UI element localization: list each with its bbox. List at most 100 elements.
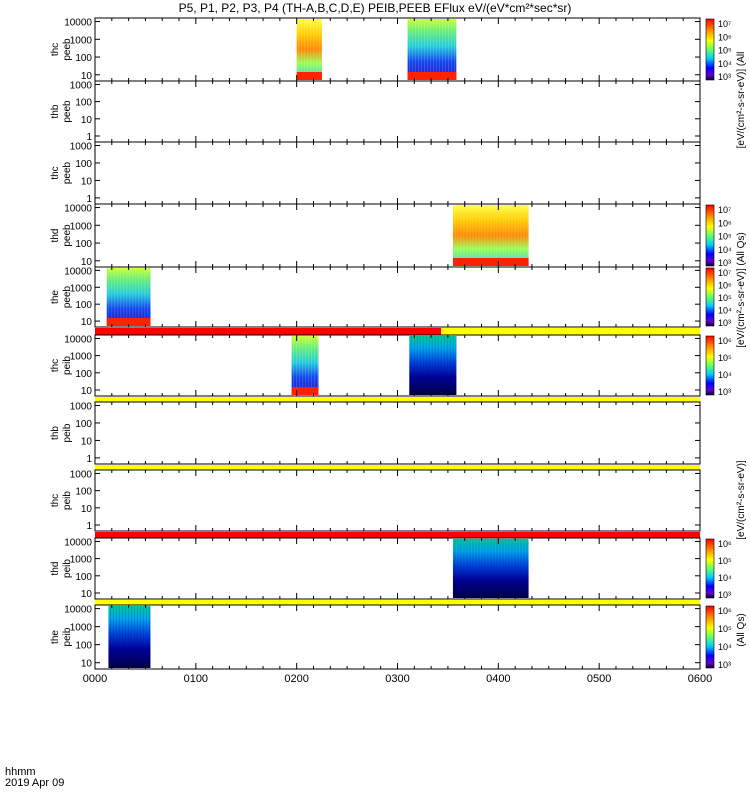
- panel-thd-peeb-colorbar-label: 10⁷: [718, 205, 731, 215]
- panel-thc-peib-probe-label: thc: [50, 494, 61, 507]
- panel-thc-peeb-instrument-label: peeb: [62, 38, 73, 61]
- panel-the-peeb-colorbar: [705, 267, 715, 327]
- panel-the-peib-colorbar: [705, 605, 715, 669]
- panel-thc-peeb-frame: [94, 17, 701, 82]
- panel-thd-peib-colorbar: [705, 538, 715, 599]
- panel-thb-peeb-ytick-label: 10: [81, 115, 93, 126]
- panel-the-peib-colorbar-label: 10⁶: [718, 606, 732, 616]
- x-tick-label: 0300: [385, 673, 409, 685]
- panel-the-peib-ytick-label: 1000: [70, 623, 93, 634]
- mode-bar-5-0: [95, 397, 700, 403]
- page-title: P5, P1, P2, P3, P4 (TH-A,B,C,D,E) PEIB,P…: [178, 1, 572, 15]
- panel-thd-peib-ytick-label: 1000: [70, 555, 93, 566]
- panel-thc-peib-colorbar-label: 10³: [718, 387, 731, 397]
- panel-thc-peeb-frame: [94, 141, 701, 205]
- mode-bar-4-1: [441, 328, 700, 336]
- panel-the-peib-colorbar-label: 10³: [718, 660, 731, 670]
- panel-thc-peeb-ytick-label: 1000: [70, 35, 93, 46]
- panel-thd-peib-ytick-label: 100: [75, 572, 92, 583]
- panel-thd-peeb-colorbar: [705, 204, 715, 267]
- panel-thd-peeb-colorbar-label: 10³: [718, 258, 731, 268]
- panel-the-peeb-block-0: [106, 268, 151, 326]
- panel-thc-peib-ytick-label: 100: [75, 369, 92, 380]
- panel-thc-peeb-colorbar-label: 10³: [718, 72, 731, 82]
- panel-thc-peeb-colorbar-label: 10⁵: [718, 46, 732, 56]
- panel-thd-peeb-frame: [94, 203, 701, 268]
- panel-thc-peeb-colorbar: [705, 18, 715, 81]
- panel-the-peeb-probe-label: the: [50, 290, 61, 304]
- panel-thd-peib-frame: [94, 537, 701, 600]
- panel-thc-peib-block-1: [409, 336, 457, 395]
- panel-thc-peeb-ytick-label: 1: [86, 194, 92, 205]
- x-tick-label: 0500: [587, 673, 611, 685]
- panel-thb-peeb-ytick-label: 100: [75, 98, 92, 109]
- panel-the-peib-colorbar-label: 10⁴: [718, 642, 732, 652]
- panel-thc-peib-ytick-label: 1: [86, 521, 92, 532]
- panel-thd-peib-colorbar-label: 10⁴: [718, 573, 732, 583]
- panel-thd-peib-block-0: [452, 539, 529, 598]
- panel-thc-peeb-block-1: [407, 19, 457, 80]
- colorbar-title-2: [eV/(cm²-s-sr-eV)] (All Qs): [736, 232, 747, 348]
- panel-thd-peib-ytick-label: 10: [81, 589, 93, 600]
- panel-thc-peib-low-energy-band: [291, 387, 319, 395]
- panel-thb-peib-ytick-label: 1000: [70, 401, 93, 412]
- panel-thc-peeb-low-energy-band: [296, 72, 322, 80]
- panel-thc-peib-probe-label: thc: [50, 359, 61, 372]
- panel-thc-peib-frame: [94, 334, 701, 397]
- panel-the-peeb-low-energy-band: [106, 318, 151, 326]
- panel-thb-peeb-instrument-label: peeb: [62, 100, 73, 123]
- panel-thc-peib-ytick-label: 1000: [70, 469, 93, 480]
- panel-thc-peib-colorbar-label: 10⁴: [718, 370, 732, 380]
- panel-the-peeb-colorbar-label: 10³: [718, 318, 731, 328]
- panel-thc-peeb-ytick-label: 10: [81, 176, 93, 187]
- panel-thb-peeb-ytick-label: 1000: [70, 80, 93, 91]
- x-tick-label: 0000: [83, 673, 107, 685]
- panel-thd-peib-instrument-label: peib: [62, 559, 73, 578]
- panel-thb-peib-ytick-label: 1: [86, 454, 92, 465]
- panel-thd-peeb-colorbar-label: 10⁴: [718, 245, 732, 255]
- panel-the-peib-ytick-label: 10000: [64, 605, 92, 616]
- panel-the-peeb-frame: [94, 266, 701, 328]
- panel-the-peib-probe-label: the: [50, 630, 61, 644]
- panel-thc-peib-ytick-label: 10: [81, 504, 93, 515]
- panel-thd-peib-ytick-label: 10000: [64, 537, 92, 548]
- panel-thb-peib-probe-label: thb: [50, 426, 61, 440]
- panel-thc-peib-instrument-label: peib: [62, 491, 73, 510]
- panel-the-peeb-ytick-label: 1000: [70, 283, 93, 294]
- panel-thb-peib-frame: [94, 401, 701, 465]
- panel-thc-peeb-ytick-label: 100: [75, 159, 92, 170]
- panel-thd-peib-probe-label: thd: [50, 562, 61, 576]
- panel-the-peib-instrument-label: peib: [62, 627, 73, 646]
- panel-thc-peeb-ytick-label: 10: [81, 71, 93, 82]
- panel-thc-peeb-colorbar-label: 10⁶: [718, 32, 732, 42]
- panel-thb-peib-instrument-label: peib: [62, 423, 73, 442]
- panel-the-peib-frame: [94, 604, 701, 670]
- panel-the-peib-colorbar-label: 10⁵: [718, 624, 732, 634]
- panel-thc-peeb-low-energy-band: [407, 72, 457, 80]
- panel-the-peeb-colorbar-label: 10⁷: [718, 268, 731, 278]
- panel-thc-peeb-probe-label: thc: [50, 166, 61, 179]
- x-axis-label: hhmm: [5, 766, 36, 778]
- panel-thb-peeb-probe-label: thb: [50, 104, 61, 118]
- panel-thc-peib-colorbar-label: 10⁶: [718, 336, 732, 346]
- panel-thc-peib-ytick-label: 100: [75, 487, 92, 498]
- panel-the-peeb-ytick-label: 10: [81, 317, 93, 328]
- panel-thc-peeb-ytick-label: 1000: [70, 141, 93, 152]
- x-axis-date: 2019 Apr 09: [5, 777, 65, 789]
- panel-thd-peeb-ytick-label: 1000: [70, 221, 93, 232]
- panel-thd-peeb-block-0: [452, 205, 529, 266]
- mode-bar-4-0: [95, 328, 442, 336]
- panel-the-peeb-colorbar-label: 10⁴: [718, 306, 732, 316]
- panel-thc-peib-ytick-label: 1000: [70, 352, 93, 363]
- x-tick-label: 0400: [486, 673, 510, 685]
- x-tick-label: 0100: [184, 673, 208, 685]
- mode-bar-8-0: [95, 600, 700, 606]
- panel-thc-peib-ytick-label: 10000: [64, 334, 92, 345]
- panel-thd-peeb-colorbar-label: 10⁵: [718, 232, 732, 242]
- panel-the-peib-ytick-label: 10: [81, 659, 93, 670]
- panel-thc-peib-colorbar: [705, 335, 715, 396]
- panel-thc-peib-frame: [94, 469, 701, 532]
- panel-thc-peib-instrument-label: peib: [62, 356, 73, 375]
- x-tick-label: 0200: [284, 673, 308, 685]
- panel-thd-peeb-ytick-label: 10000: [64, 204, 92, 215]
